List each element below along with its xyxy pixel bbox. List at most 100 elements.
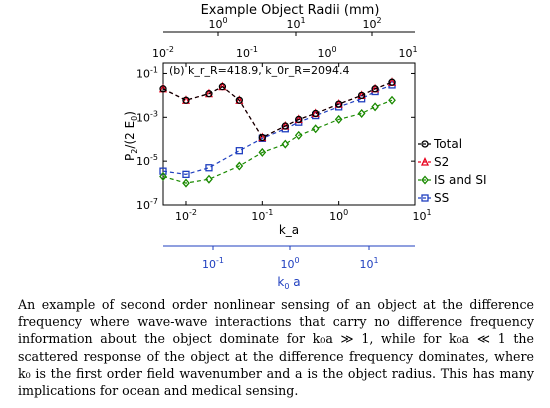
legend-marker-total [421,140,429,148]
top-radii-tick-label-1-base: 10 [286,18,300,31]
data-point-is-and-si [205,174,213,184]
blue-axis-ticks: 10-1 100 101 [202,246,379,271]
top-k-tick-label-3-base: 10 [398,47,412,60]
x-tick-label-1-exp: -1 [265,208,273,217]
x-tick-label-0: 10-2 [175,208,197,223]
legend-marker-ss [421,194,429,202]
y-tick-label-0-exp: -1 [150,65,158,74]
x-tick-label-2-exp: 0 [343,208,348,217]
data-point-total [258,133,266,142]
y-tick-label-3-base: 10 [136,199,150,212]
data-point-is-and-si [334,114,343,124]
series-s2 [158,77,397,142]
top-k-tick-label-2-base: 10 [317,47,331,60]
x-tick-label-0-exp: -2 [189,208,197,217]
blue-axis-title-sub: 0 [284,282,289,291]
x-tick-labels: 10-2 10-1 100 101 [175,208,432,223]
data-point-total [335,100,343,108]
y-tick-label-3-exp: -7 [150,197,158,206]
top-k-tick-label-0: 10-2 [152,45,174,60]
chart-annotation: (b) k_r_R=418.9, k_0r_R=2094.4 [169,64,350,77]
top-k-tick-label-3: 101 [398,45,417,60]
data-point-total [218,83,227,91]
series-line-s2 [162,81,393,139]
y-axis-label-rest: /(2 E [123,121,137,149]
top-k-ticks: 10-2 10-1 100 101 [152,45,418,60]
x-tick-label-1-base: 10 [251,210,265,223]
x-tick-label-3-exp: 1 [426,208,431,217]
top-k-tick-label-2: 100 [317,45,336,60]
y-tick-label-3: 10-7 [136,197,158,212]
top-k-tick-label-1: 10-1 [236,45,258,60]
data-point-total [182,96,190,104]
legend-item-ss: SS [418,191,449,205]
y-axis-label-sub2: 0 [130,116,139,121]
y-axis-label: P2/(2 E0) [123,111,139,161]
y-tick-labels: 10-110-310-510-7 [136,65,158,212]
data-point-is-and-si [388,95,396,105]
y-tick-label-2-base: 10 [136,155,150,168]
x-tick-label-1: 10-1 [251,208,273,223]
blue-axis-title-rest: a [289,275,300,289]
series-is-and-si [159,95,396,188]
series-line-total [162,81,393,139]
top-axis-title: Example Object Radii (mm) [201,3,380,18]
data-point-is-and-si [311,124,320,134]
x-tick-label-2: 100 [329,208,348,223]
x-tick-label-0-base: 10 [175,210,189,223]
top-radii-tick-label-1: 101 [286,16,305,31]
data-point-total [235,96,243,104]
legend-item-total: Total [418,137,462,151]
frame-ticks [163,63,416,206]
legend-label-is-and-si: IS and SI [434,173,487,187]
x-tick-label-2-base: 10 [329,210,343,223]
y-tick-label-0: 10-1 [136,65,158,80]
data-point-total [205,89,213,98]
data-point-ss [159,167,167,175]
top-radii-ticks: 100 101 102 [208,16,382,36]
top-radii-tick-label-2-exp: 2 [376,16,381,25]
x-tick-label-3-base: 10 [412,210,426,223]
top-radii-tick-label-2-base: 10 [362,18,376,31]
y-tick-label-0-base: 10 [136,67,150,80]
data-point-is-and-si [182,178,190,188]
y-tick-label-1-base: 10 [136,111,150,124]
top-radii-tick-label-2: 102 [362,16,381,31]
top-radii-tick-label-1-exp: 1 [300,16,305,25]
data-point-is-and-si [371,102,379,112]
top-k-tick-label-1-exp: -1 [250,45,258,54]
data-point-is-and-si [294,130,303,140]
data-point-ss [235,147,243,155]
blue-tick-label-0: 10-1 [202,256,224,271]
data-point-ss [182,170,190,179]
legend: Total S2 IS and SI SS [418,137,487,205]
series-layer [158,77,397,188]
series-line-is-and-si [162,99,393,184]
legend-item-s2: S2 [418,155,449,169]
top-radii-tick-label-0-base: 10 [208,18,222,31]
y-tick-label-1: 10-3 [136,109,158,124]
blue-axis-title: k0 a [277,275,300,291]
legend-marker-s2 [420,156,430,166]
plot-frame [162,62,416,206]
blue-tick-label-1-exp: 0 [294,256,299,265]
data-point-total [295,115,303,124]
blue-tick-label-2-base: 10 [359,258,373,271]
blue-tick-label-1-base: 10 [280,258,294,271]
blue-tick-label-1: 100 [280,256,299,271]
top-k-tick-label-3-exp: 1 [412,45,417,54]
data-point-total [388,78,396,86]
figure-caption: An example of second order nonlinear sen… [18,297,534,399]
data-point-ss [205,164,213,172]
legend-label-s2: S2 [434,155,449,169]
data-point-total [357,91,366,100]
y-axis-label-sub: 2 [130,149,139,154]
data-point-total [281,122,289,130]
top-k-tick-label-2-exp: 0 [331,45,336,54]
data-point-total [371,85,379,93]
legend-marker-is-and-si [421,175,429,185]
legend-label-ss: SS [434,191,449,205]
blue-tick-label-2: 101 [359,256,378,271]
top-k-tick-label-0-exp: -2 [166,45,174,54]
